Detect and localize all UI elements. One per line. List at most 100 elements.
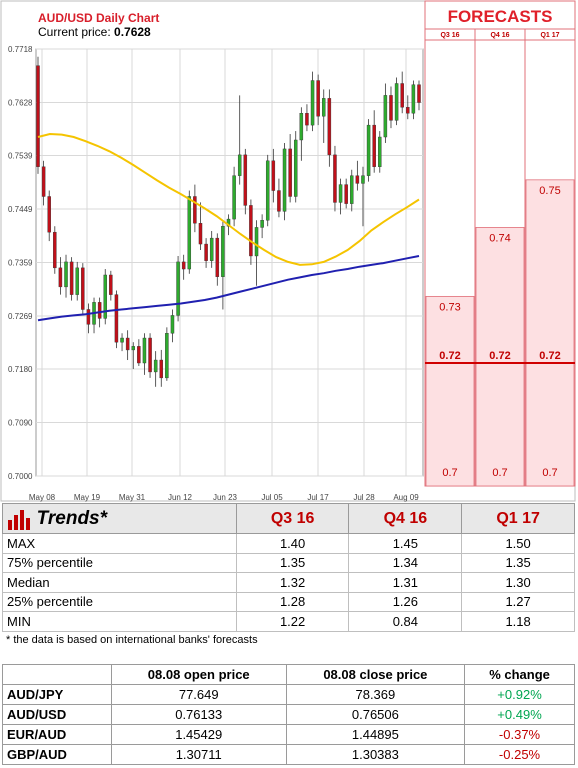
percent-change: -0.37% bbox=[464, 724, 575, 745]
forecast-range-bar bbox=[525, 179, 575, 487]
y-tick-label: 0.7449 bbox=[8, 205, 33, 214]
candle-body bbox=[372, 124, 376, 167]
trends-title-cell: Trends* bbox=[2, 503, 237, 534]
candle-body bbox=[36, 65, 40, 167]
trends-header-row: Trends* Q3 16 Q4 16 Q1 17 bbox=[2, 503, 575, 534]
candle-body bbox=[53, 231, 57, 269]
table-cell: 1.27 bbox=[461, 591, 575, 612]
forecast-title: FORECASTS bbox=[448, 7, 553, 26]
table-cell: 1.18 bbox=[461, 611, 575, 632]
candle-body bbox=[58, 267, 63, 288]
x-tick-label: Jul 28 bbox=[353, 493, 375, 502]
trends-col-q3: Q3 16 bbox=[235, 503, 350, 534]
table-cell: 1.28 bbox=[235, 591, 350, 612]
percent-change: -0.25% bbox=[464, 744, 575, 765]
candle-body bbox=[378, 136, 382, 167]
candle-body bbox=[221, 226, 225, 277]
x-tick-label: Jul 05 bbox=[261, 493, 283, 502]
candle-body bbox=[103, 274, 107, 319]
chart-area: 0.7718 0.7628 0.7539 0.7449 0.7359 0.7269 0.71… bbox=[0, 0, 576, 502]
candle-body bbox=[277, 190, 281, 212]
x-tick-label: May 19 bbox=[74, 493, 101, 502]
candle-body bbox=[406, 107, 410, 114]
candle-body bbox=[41, 166, 46, 197]
forecast-col-label: Q1 17 bbox=[540, 32, 559, 39]
candle-body bbox=[310, 80, 315, 126]
candle-body bbox=[198, 223, 203, 245]
forecast-range-bar bbox=[475, 227, 525, 487]
candle-body bbox=[288, 148, 292, 197]
grid-lines bbox=[35, 48, 424, 477]
row-label: Median bbox=[2, 572, 237, 593]
open-price: 77.649 bbox=[110, 684, 287, 705]
candle-body bbox=[355, 175, 360, 184]
table-row: AUD/USD 0.76133 0.76506 +0.49% bbox=[2, 704, 575, 725]
table-row: 75% percentile 1.35 1.34 1.35 bbox=[2, 552, 575, 573]
row-label: 25% percentile bbox=[2, 591, 237, 612]
chart-title: AUD/USD Daily Chart bbox=[38, 11, 159, 25]
forecast-target-label: 0.74 bbox=[489, 232, 510, 244]
close-price: 1.44895 bbox=[285, 724, 466, 745]
candle-body bbox=[181, 261, 186, 270]
candle-body bbox=[131, 346, 135, 351]
forecast-col-label: Q4 16 bbox=[490, 32, 509, 39]
x-axis: May 08 May 19 May 31 Jun 12 Jun 23 Jul 05 Jul … bbox=[29, 493, 419, 502]
trends-col-q4: Q4 16 bbox=[348, 503, 463, 534]
candle-body bbox=[350, 175, 354, 204]
close-price: 1.30383 bbox=[285, 744, 466, 765]
candle-body bbox=[243, 154, 248, 206]
candle-body bbox=[47, 196, 51, 233]
table-cell: 1.26 bbox=[348, 591, 463, 612]
price-col-change: % change bbox=[464, 664, 575, 685]
table-row: Median 1.32 1.31 1.30 bbox=[2, 572, 575, 593]
current-price: Current price: 0.7628 bbox=[38, 25, 151, 39]
forecast-target-label: 0.75 bbox=[539, 185, 560, 197]
table-row: AUD/JPY 77.649 78.369 +0.92% bbox=[2, 684, 575, 705]
bar-chart-icon bbox=[8, 509, 30, 530]
candle-body bbox=[237, 154, 242, 176]
forecast-median-label: 0.72 bbox=[439, 350, 460, 362]
candle-body bbox=[114, 294, 119, 343]
candle-body bbox=[299, 113, 304, 141]
x-tick-label: May 31 bbox=[119, 493, 146, 502]
table-cell: 1.34 bbox=[348, 552, 463, 573]
percent-change: +0.92% bbox=[464, 684, 575, 705]
table-cell: 1.30 bbox=[461, 572, 575, 593]
candle-body bbox=[316, 80, 320, 117]
candle-body bbox=[383, 95, 388, 138]
x-tick-label: Jul 17 bbox=[307, 493, 329, 502]
pair-label: AUD/JPY bbox=[2, 684, 112, 705]
candle-body bbox=[417, 84, 421, 103]
moving-average-long bbox=[37, 255, 420, 322]
close-price: 0.76506 bbox=[285, 704, 466, 725]
candle-body bbox=[254, 227, 259, 257]
trends-table: Trends* Q3 16 Q4 16 Q1 17 MAX 1.40 1.45 … bbox=[2, 503, 575, 632]
open-price: 1.45429 bbox=[110, 724, 287, 745]
candle-body bbox=[159, 359, 164, 379]
candle-body bbox=[260, 220, 264, 228]
table-cell: 1.40 bbox=[235, 533, 350, 554]
candle-body bbox=[125, 337, 130, 351]
candle-body bbox=[176, 261, 180, 316]
candle-body bbox=[232, 175, 236, 220]
candle-body bbox=[249, 205, 253, 257]
candle-body bbox=[69, 261, 74, 295]
table-row: MIN 1.22 0.84 1.18 bbox=[2, 611, 575, 632]
candle-body bbox=[170, 315, 175, 334]
forecast-min-label: 0.7 bbox=[542, 467, 557, 479]
candle-body bbox=[165, 333, 169, 379]
candle-body bbox=[361, 175, 365, 184]
table-cell: 1.35 bbox=[235, 552, 350, 573]
candle-body bbox=[322, 98, 326, 117]
candle-body bbox=[153, 359, 158, 373]
close-price: 78.369 bbox=[285, 684, 466, 705]
y-tick-label: 0.7269 bbox=[8, 312, 33, 321]
forecast-median-label: 0.72 bbox=[539, 350, 560, 362]
candle-body bbox=[64, 261, 68, 288]
y-tick-label: 0.7718 bbox=[8, 45, 33, 54]
price-table: 08.08 open price 08.08 close price % cha… bbox=[2, 664, 575, 765]
price-col-close: 08.08 close price bbox=[285, 664, 466, 685]
candle-body bbox=[204, 243, 208, 261]
candle-body bbox=[338, 184, 343, 203]
table-row: MAX 1.40 1.45 1.50 bbox=[2, 533, 575, 554]
